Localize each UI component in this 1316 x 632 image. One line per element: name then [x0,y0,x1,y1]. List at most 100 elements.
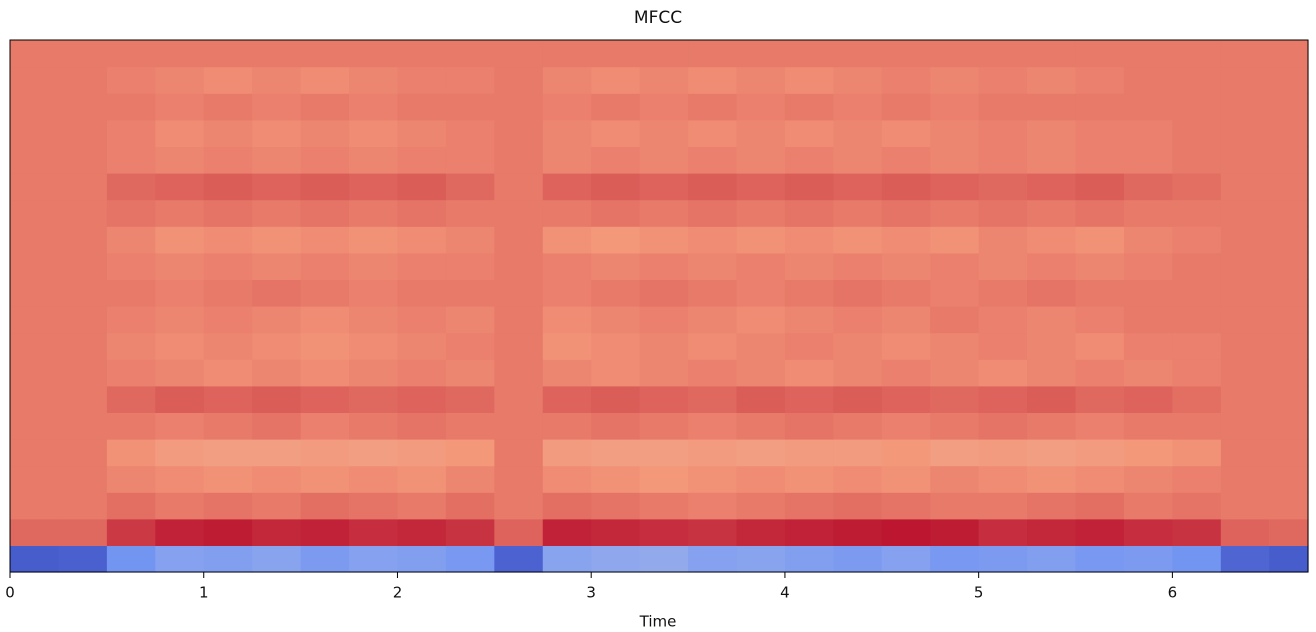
heatmap-cell [881,252,931,280]
heatmap-cell [542,465,592,493]
x-tick-label: 0 [5,584,15,602]
heatmap-cell [1220,385,1270,413]
heatmap-cell [10,40,60,68]
heatmap-cell [833,226,883,254]
heatmap-cell [300,332,350,360]
heatmap-cell [1027,385,1077,413]
heatmap-cell [252,199,302,227]
heatmap-cell [58,66,108,94]
heatmap-cell [203,518,253,546]
heatmap-cell [349,465,399,493]
heatmap-cell [930,412,980,440]
heatmap-cell [349,173,399,201]
heatmap-cell [784,119,834,147]
heatmap-cell [300,306,350,334]
heatmap-cell [1123,465,1173,493]
heatmap-cell [300,359,350,387]
heatmap-cell [930,332,980,360]
heatmap-cell [445,492,495,520]
heatmap-cell [10,332,60,360]
heatmap-cell [881,412,931,440]
heatmap-cell [688,119,738,147]
heatmap-cell [1172,119,1222,147]
heatmap-cell [881,93,931,121]
heatmap-cell [1220,252,1270,280]
heatmap-cell [978,332,1028,360]
heatmap-cell [736,252,786,280]
heatmap-cell [203,199,253,227]
heatmap-cell [349,252,399,280]
heatmap-cell [978,279,1028,307]
heatmap-cell [1172,439,1222,467]
heatmap-cell [833,252,883,280]
heatmap-cell [1172,146,1222,174]
heatmap-cell [252,173,302,201]
heatmap-cell [397,146,447,174]
heatmap-cell [397,306,447,334]
heatmap-cell [639,439,689,467]
heatmap-cell [881,439,931,467]
heatmap-cell [155,93,205,121]
heatmap-cell [1220,119,1270,147]
heatmap-cell [978,412,1028,440]
heatmap-cell [203,306,253,334]
heatmap-cell [736,332,786,360]
heatmap-cell [300,492,350,520]
heatmap-cell [445,252,495,280]
heatmap-cell [58,252,108,280]
heatmap-cell [252,518,302,546]
heatmap-cell [1027,545,1077,573]
heatmap-cell [300,465,350,493]
heatmap-cell [639,412,689,440]
heatmap-cell [1075,146,1125,174]
heatmap-cell [1075,492,1125,520]
heatmap-cell [106,412,156,440]
heatmap-cell [881,226,931,254]
heatmap-cell [252,359,302,387]
heatmap-cell [978,40,1028,68]
heatmap-cell [784,173,834,201]
heatmap-cell [639,359,689,387]
heatmap-cell [349,385,399,413]
heatmap-cell [833,119,883,147]
heatmap-cell [688,66,738,94]
heatmap-cell [542,146,592,174]
heatmap-cell [688,545,738,573]
heatmap-cell [1027,359,1077,387]
heatmap-cell [106,199,156,227]
heatmap-cell [1075,173,1125,201]
heatmap-cell [736,279,786,307]
heatmap-cell [349,359,399,387]
heatmap-cell [58,199,108,227]
heatmap-cell [1123,252,1173,280]
heatmap-cell [300,226,350,254]
heatmap-cell [252,40,302,68]
heatmap-cell [300,146,350,174]
heatmap-cell [881,492,931,520]
heatmap-cell [639,332,689,360]
heatmap-cell [397,279,447,307]
heatmap-cell [155,252,205,280]
heatmap-cell [639,385,689,413]
heatmap-cell [639,545,689,573]
heatmap-cell [252,412,302,440]
heatmap-cell [106,252,156,280]
heatmap-cell [639,173,689,201]
heatmap-cell [349,146,399,174]
heatmap-cell [10,545,60,573]
heatmap-cell [1172,199,1222,227]
heatmap-cell [833,412,883,440]
heatmap-cell [978,518,1028,546]
heatmap-cell [639,226,689,254]
heatmap-cell [494,226,544,254]
heatmap-cell [688,199,738,227]
heatmap-cell [58,146,108,174]
heatmap-cell [445,66,495,94]
heatmap-cell [1269,492,1309,520]
heatmap-cell [445,119,495,147]
heatmap-cell [252,119,302,147]
heatmap-cell [1075,465,1125,493]
heatmap-cell [397,199,447,227]
heatmap-cell [58,545,108,573]
